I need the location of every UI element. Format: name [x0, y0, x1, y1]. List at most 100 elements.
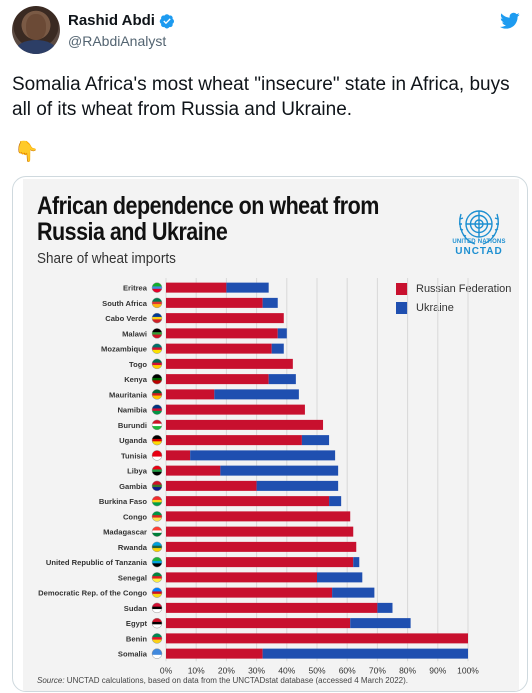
chart-source: Source: UNCTAD calculations, based on da…: [37, 676, 408, 685]
flag-icon-stripe: [152, 652, 162, 655]
flag-icon-lower: [152, 333, 162, 339]
author-row: Rashid Abdi: [68, 12, 175, 29]
flag-icon-stripe: [152, 408, 162, 411]
bar-segment-russia: [166, 313, 284, 324]
category-label: Democratic Rep. of the Congo: [38, 589, 147, 598]
flag-icon-border: [151, 511, 163, 522]
bar-segment-ukraine: [256, 480, 339, 491]
bar-segment-russia: [166, 557, 354, 568]
category-label: Namibia: [117, 406, 147, 415]
chart-title: African dependence on wheat from Russia …: [37, 192, 379, 246]
category-label: Eritrea: [123, 284, 148, 293]
category-label: Senegal: [118, 573, 147, 582]
flag-icon-lower: [152, 607, 162, 613]
flag-icon-border: [151, 297, 163, 309]
flag-icon-border: [151, 358, 163, 370]
flag-icon-border: [151, 572, 163, 583]
flag-icon-lower: [152, 546, 162, 552]
flag-icon-border: [151, 602, 163, 614]
x-tick-label: 50%: [308, 665, 325, 675]
bar-segment-russia: [166, 587, 333, 598]
flag-icon-stripe: [152, 515, 162, 518]
flag-icon-border: [151, 389, 163, 400]
twitter-bird-icon[interactable]: [500, 12, 520, 30]
flag-icon-border: [151, 633, 163, 644]
source-text: UNCTAD calculations, based on data from …: [64, 676, 408, 685]
tweet-media[interactable]: African dependence on wheat from Russia …: [12, 176, 528, 692]
author-handle[interactable]: @RAbdiAnalyst: [68, 33, 167, 49]
un-emblem-icon: [459, 210, 499, 245]
flag-icon-stripe: [152, 499, 162, 503]
flag-icon-lower: [152, 638, 162, 644]
x-tick-label: 100%: [457, 665, 479, 675]
flag-icon-lower: [152, 516, 162, 522]
flag-icon-border: [151, 312, 163, 324]
legend-swatch-russia: [396, 282, 408, 295]
flag-icon-lower: [152, 379, 162, 385]
flag-icon-lower: [152, 562, 162, 568]
verified-badge-icon: [159, 13, 174, 28]
bar-segment-ukraine: [353, 557, 360, 568]
infographic: African dependence on wheat from Russia …: [23, 179, 519, 691]
bar-segment-russia: [166, 496, 330, 507]
category-label: Congo: [123, 512, 147, 521]
x-tick-label: 70%: [369, 665, 386, 675]
flag-icon-stripe: [152, 530, 162, 533]
pointing-down-emoji: 👇: [14, 141, 39, 163]
bar-segment-russia: [166, 343, 272, 354]
bar-segment-russia: [166, 541, 357, 552]
bar-segment-ukraine: [220, 465, 339, 476]
legend-item-ukraine: Ukraine: [396, 298, 511, 317]
flag-icon-border: [151, 465, 163, 476]
flag-icon-lower: [152, 394, 162, 400]
flag-icon-stripe: [152, 316, 162, 320]
flag-icon-stripe: [152, 637, 162, 640]
category-label: Togo: [129, 360, 147, 369]
bar-segment-russia: [166, 511, 351, 522]
chart-subtitle: Share of wheat imports: [37, 250, 176, 267]
logo-line-2: UNCTAD: [455, 246, 503, 257]
x-tick-label: 0%: [160, 665, 173, 675]
flag-icon-stripe: [152, 377, 162, 381]
bar-segment-ukraine: [317, 572, 363, 583]
flag-icon-lower: [152, 455, 162, 461]
flag-icon-lower: [152, 577, 162, 583]
category-label: Libya: [127, 467, 148, 476]
flag-icon-lower: [152, 409, 162, 415]
legend-item-russia: Russian Federation: [396, 279, 511, 298]
flag-icon-stripe: [152, 393, 162, 396]
chart-legend: Russian Federation Ukraine: [396, 279, 511, 317]
bar-segment-russia: [166, 572, 317, 583]
category-label: Cabo Verde: [105, 314, 147, 323]
flag-icon-stripe: [152, 454, 162, 457]
category-label: Sudan: [124, 604, 148, 613]
bar-segment-ukraine: [262, 297, 278, 308]
bar-segment-russia: [166, 465, 221, 476]
legend-swatch-ukraine: [396, 301, 408, 314]
category-label: Kenya: [124, 375, 148, 384]
bar-segment-russia: [166, 648, 263, 659]
flag-icon-lower: [152, 531, 162, 537]
author-name[interactable]: Rashid Abdi: [68, 12, 155, 29]
bar-segment-ukraine: [271, 343, 284, 354]
x-tick-label: 80%: [399, 665, 416, 675]
flag-icon-stripe: [152, 606, 162, 610]
flag-icon-stripe: [152, 545, 162, 549]
flag-icon-border: [151, 617, 163, 629]
avatar[interactable]: [12, 6, 60, 54]
category-label: United Republic of Tanzania: [46, 558, 148, 567]
flag-icon-lower: [152, 440, 162, 446]
x-tick-label: 60%: [339, 665, 356, 675]
bar-segment-ukraine: [332, 587, 375, 598]
bar-segment-russia: [166, 633, 468, 644]
flag-icon-border: [151, 556, 163, 568]
x-tick-label: 90%: [429, 665, 446, 675]
category-label: Burundi: [118, 421, 147, 430]
flag-icon-stripe: [152, 332, 162, 335]
bar-segment-russia: [166, 435, 302, 446]
logo-line-1: UNITED NATIONS: [452, 239, 506, 245]
bar-segment-ukraine: [214, 389, 299, 400]
category-label: Mauritania: [109, 390, 148, 399]
bar-segment-russia: [166, 450, 191, 461]
